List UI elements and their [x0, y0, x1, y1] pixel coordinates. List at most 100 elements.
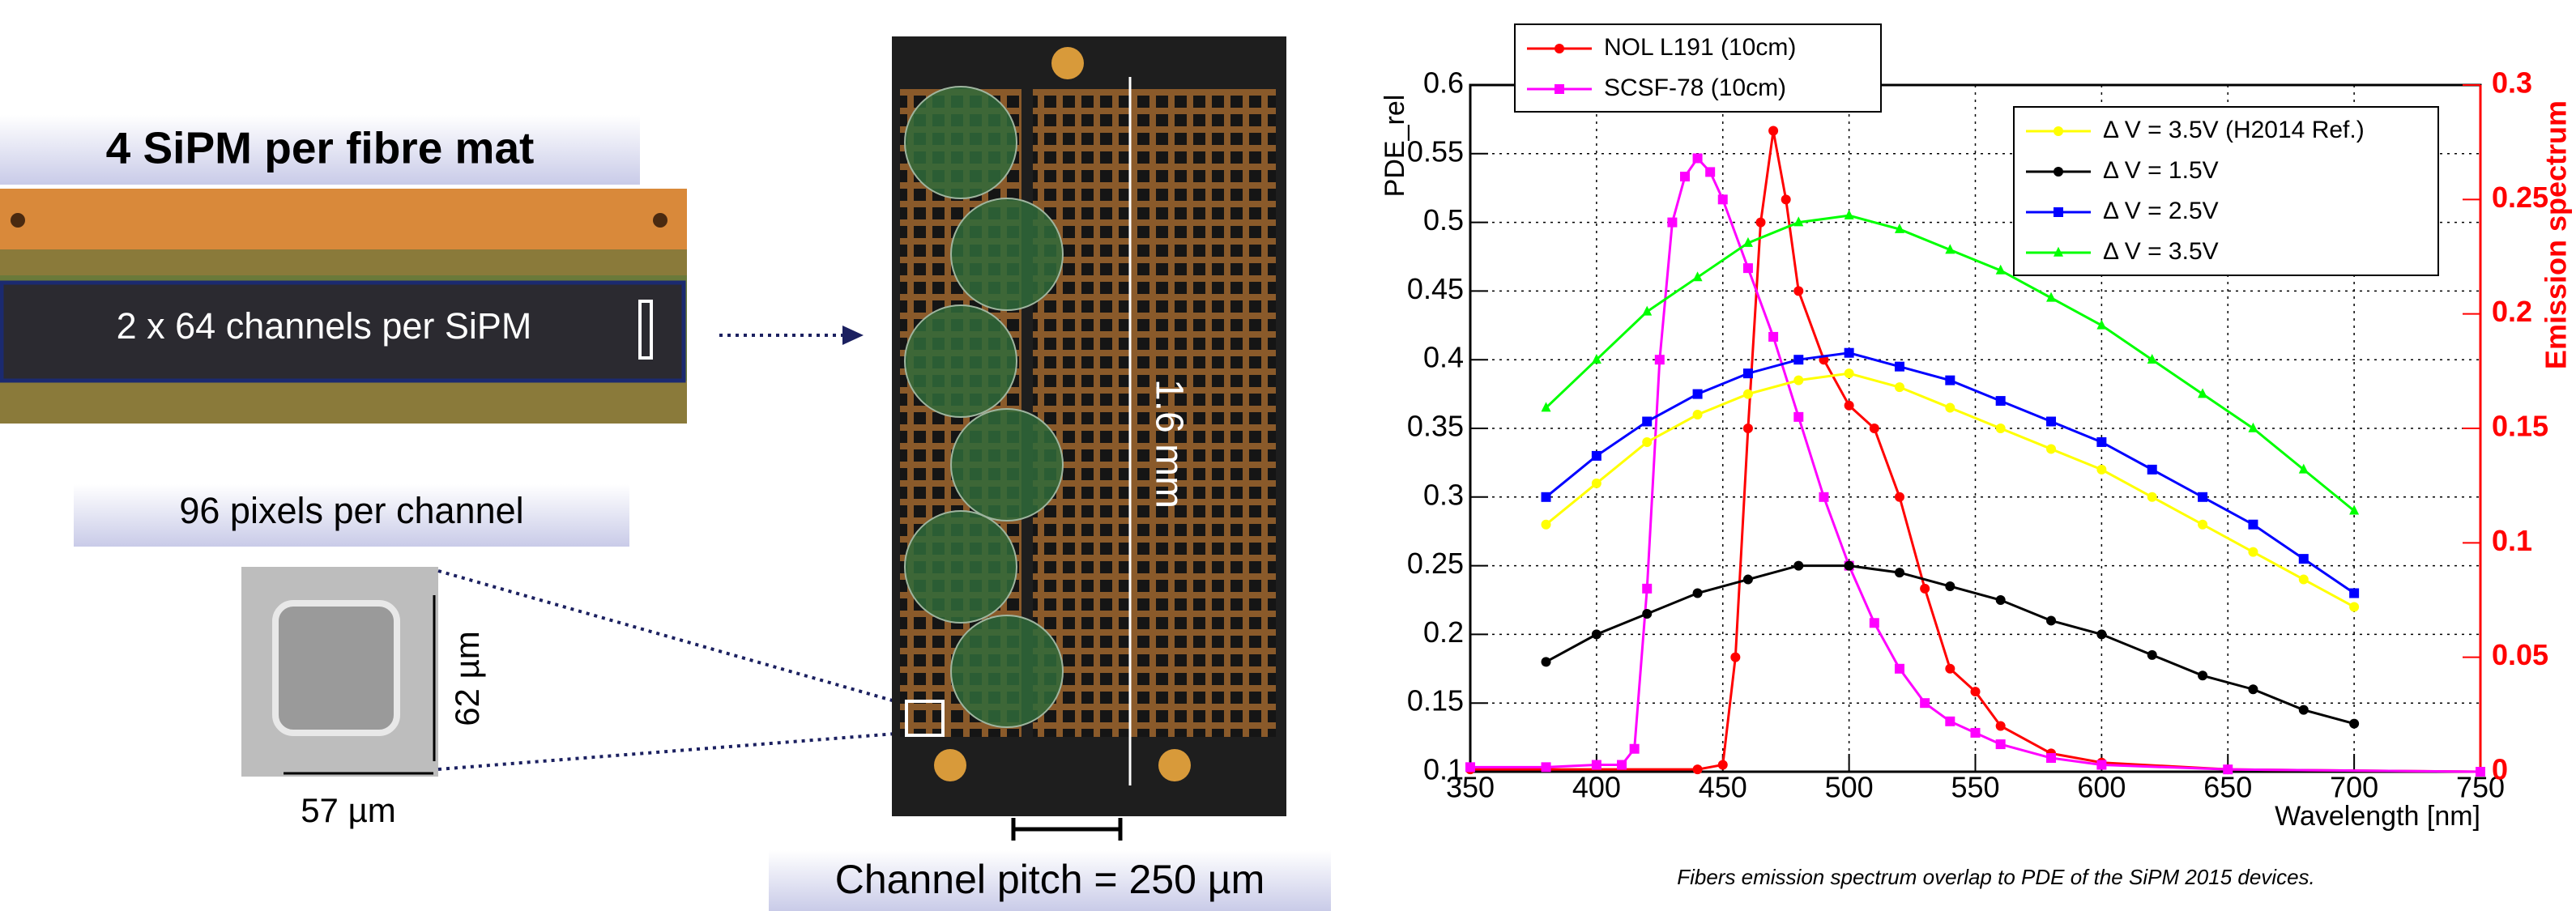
- marker: [1995, 595, 2006, 605]
- marker: [2147, 354, 2157, 364]
- y-tick-label: 0.2: [1423, 615, 1464, 649]
- marker: [1591, 354, 1601, 364]
- marker: [1642, 608, 1653, 619]
- marker: [1692, 764, 1703, 775]
- marker: [1945, 716, 1955, 726]
- marker: [2054, 126, 2063, 136]
- fibre: [950, 615, 1064, 728]
- marker: [1781, 194, 1791, 205]
- marker: [1642, 305, 1653, 316]
- marker: [2147, 464, 2157, 475]
- marker: [2248, 519, 2258, 530]
- y-axis-label: PDE_rel: [1380, 95, 1410, 198]
- x-tick-label: 350: [1446, 771, 1495, 804]
- marker: [1768, 126, 1779, 136]
- marker: [1742, 236, 1753, 247]
- marker: [1629, 743, 1640, 754]
- chart: 350 400 450 500 550 600 650 700 7500.10.150.20.2…: [1407, 23, 2548, 804]
- marker: [2198, 388, 2208, 398]
- marker: [2198, 670, 2208, 681]
- marker: [2096, 319, 2107, 330]
- marker: [1995, 396, 2006, 407]
- legend-label: Δ V = 3.5V: [2103, 238, 2219, 265]
- zoom-line: [437, 731, 907, 771]
- marker: [1995, 264, 2006, 275]
- marker: [1742, 424, 1753, 433]
- bond-pad: [1158, 749, 1191, 781]
- marker: [1945, 402, 1955, 413]
- marker: [1541, 657, 1551, 667]
- marker: [2349, 588, 2360, 598]
- hole: [653, 213, 667, 228]
- legend-label: SCSF-78 (10cm): [1604, 74, 1786, 101]
- y-tick-label: 0.35: [1407, 410, 1464, 443]
- marker: [1692, 153, 1703, 164]
- marker: [1692, 410, 1703, 420]
- fibre: [950, 198, 1064, 311]
- marker: [2248, 547, 2258, 557]
- marker: [2046, 753, 2057, 764]
- marker: [2223, 764, 2233, 775]
- marker: [1755, 217, 1766, 228]
- marker: [2298, 554, 2309, 564]
- marker: [1692, 588, 1703, 598]
- pixel-grid: [1033, 89, 1276, 737]
- legend-box: [2013, 106, 2439, 276]
- marker: [2198, 492, 2208, 502]
- marker: [2147, 492, 2157, 502]
- y-tick-label: 0.3: [1423, 478, 1464, 511]
- marker: [2096, 464, 2107, 475]
- marker: [2054, 167, 2063, 177]
- marker: [1642, 416, 1653, 427]
- marker: [1591, 450, 1601, 461]
- marker: [2248, 422, 2258, 432]
- marker: [2349, 602, 2360, 612]
- marker: [1717, 760, 1728, 770]
- bond-pad: [934, 749, 966, 781]
- marker: [2046, 292, 2057, 302]
- pixel: [272, 600, 400, 736]
- marker: [1945, 581, 1955, 592]
- marker: [2198, 519, 2208, 530]
- marker: [1742, 368, 1753, 379]
- marker: [1617, 760, 1627, 770]
- marker: [1869, 618, 1879, 628]
- fibre: [904, 86, 1017, 199]
- marker: [1995, 721, 2006, 731]
- x-tick-label: 500: [1825, 771, 1874, 804]
- x-tick-label: 550: [1951, 771, 1999, 804]
- fibre: [950, 408, 1064, 521]
- pins: [0, 381, 687, 424]
- pixels-label: 96 pixels per channel: [179, 490, 523, 531]
- marker: [1793, 286, 1804, 296]
- marker: [1894, 568, 1904, 578]
- label-box: [74, 484, 629, 547]
- marker: [1742, 263, 1753, 274]
- x-tick-label: 700: [2330, 771, 2378, 804]
- channel-box: [638, 300, 653, 360]
- marker: [1541, 762, 1551, 773]
- marker: [1995, 424, 2006, 433]
- y2-tick-label: 0.1: [2492, 524, 2532, 557]
- x-tick-label: 400: [1572, 771, 1621, 804]
- marker: [1970, 687, 1981, 697]
- marker: [1844, 400, 1854, 411]
- y2-axis-label: Emission spectrum: [2540, 100, 2573, 369]
- fibre: [904, 510, 1017, 624]
- marker: [1869, 424, 1879, 433]
- arrow-head: [842, 326, 864, 345]
- marker: [1591, 629, 1601, 640]
- marker: [1742, 574, 1753, 585]
- marker: [2096, 760, 2107, 770]
- x-tick-label: 650: [2203, 771, 2252, 804]
- marker: [2096, 436, 2107, 447]
- marker: [1679, 172, 1690, 182]
- marker: [1692, 271, 1703, 282]
- label-box: [769, 850, 1331, 911]
- y2-tick-label: 0.05: [2492, 638, 2548, 671]
- marker: [1742, 389, 1753, 399]
- y2-tick-label: 0: [2492, 753, 2508, 786]
- marker: [1730, 652, 1741, 662]
- y-tick-label: 0.4: [1423, 341, 1464, 374]
- marker: [1654, 355, 1665, 365]
